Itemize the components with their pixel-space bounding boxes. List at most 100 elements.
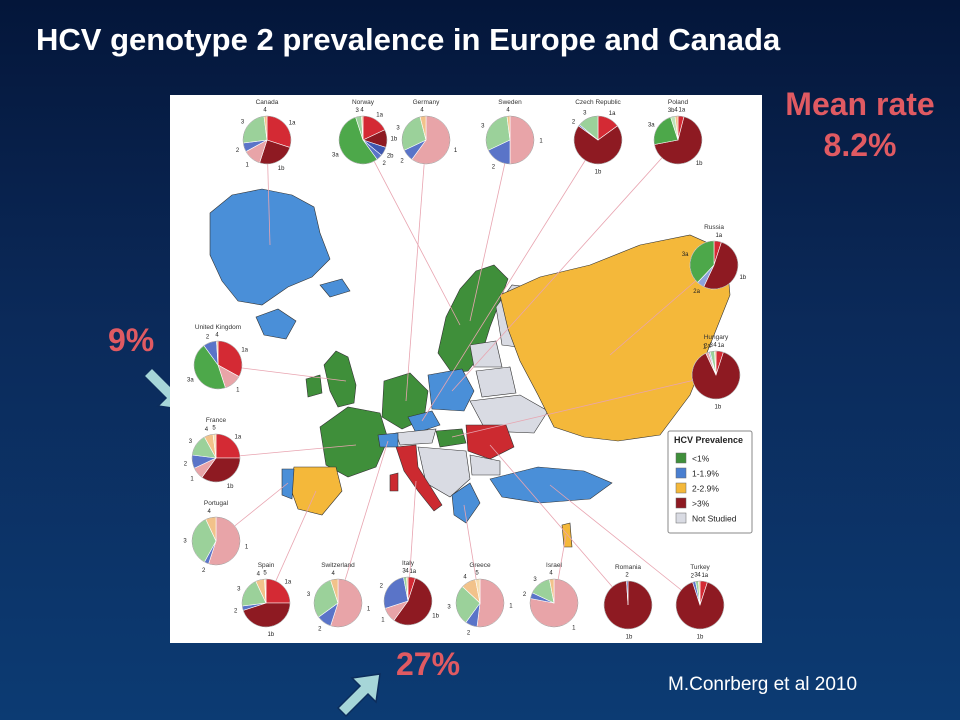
pie-genotype-label: 4 [405,569,409,575]
pie-genotype-label: 1b [432,614,439,620]
pie-slice-sweden-1 [509,115,535,165]
pie-genotype-label: 4 [263,108,267,114]
pie-label-czech-republic: Czech Republic [575,99,621,106]
region-hungary [435,428,467,448]
pie-label-italy: Italy [402,560,415,567]
pie-genotype-label: 2 [318,627,322,633]
region-italy [395,444,443,512]
pie-outline-united-kingdom [193,340,243,390]
pie-genotype-label: 1b [278,166,285,172]
pie-genotype-label: 5 [475,571,479,577]
pie-genotype-label: 1 [454,148,458,154]
pie-genotype-label: 2 [400,158,404,164]
pie-genotype-label: 3 [183,539,187,545]
pie-genotype-label: 5 [263,571,267,577]
region-austria [395,428,437,446]
region-canada [209,188,331,306]
pie-genotype-label: 1a [241,348,248,354]
pie-label-hungary: Hungary [704,334,729,341]
legend-frame [667,430,753,534]
pie-genotype-label: 3 [694,573,698,579]
pie-genotype-label: 3a [187,378,194,384]
region-iceland [319,278,351,298]
pie-outline-germany [401,115,451,165]
pie-outline-czech-republic [573,115,623,165]
country-shapes [209,188,731,548]
pie-genotype-label: 4 [420,108,424,114]
leader-line-czech-republic [421,139,599,422]
pie-outline-portugal [191,516,241,566]
legend-swatch [675,512,687,524]
pie-genotype-label: 1 [367,606,371,612]
pie-genotype-label: 3 [189,439,193,445]
uk-prevalence-label: 9% [108,322,155,358]
pie-genotype-label: 1 [190,476,194,482]
region-portugal [281,468,295,500]
pie-genotype-label: 4 [208,509,212,515]
pie-genotype-label: 1 [381,618,385,624]
pie-outline-canada [242,115,292,165]
pie-genotype-label: 1a [717,343,724,349]
pie-genotype-label: 3 [710,343,714,349]
pie-genotype-label: 1a [679,108,686,114]
pie-label-russia: Russia [704,224,724,231]
pie-genotype-label: 1 [245,544,249,550]
pie-outline-norway [338,115,388,165]
region-baltics [469,340,503,368]
slide-title: HCV genotype 2 prevalence in Europe and … [36,22,781,57]
pie-genotype-label: 1a [285,580,292,586]
pie-genotype-label: 2 [523,592,527,598]
legend-label: >3% [692,499,710,509]
leader-line-poland [451,139,679,392]
pie-genotype-label: 1b [626,635,633,641]
pie-genotype-label: 2 [202,568,206,574]
citation: M.Conrberg et al 2010 [668,674,858,695]
pie-label-portugal: Portugal [204,500,229,507]
legend: HCV Prevalence <1% 1-1.9% 2-2.9% >3% Not Stu… [667,430,753,534]
italy-prevalence-label: 27% [396,646,461,682]
region-uk [323,350,357,408]
legend-swatch [675,497,687,509]
pie-outline-switzerland [313,578,363,628]
pie-genotype-label: 1 [509,603,513,609]
leader-line-norway [362,139,461,326]
pie-genotype-label: 2 [206,334,210,340]
pie-genotype-label: 4 [332,571,336,577]
pie-outline-russia [689,240,739,290]
pie-genotype-label: 1 [703,345,707,351]
mean-rate-value: 8.2% [823,127,897,163]
pie-genotype-label: 1a [609,111,616,117]
pie-label-norway: Norway [352,99,375,106]
pie-outline-romania [603,580,653,630]
pie-genotype-label: 1 [572,625,576,631]
pie-slice-greece-1 [476,578,505,628]
pie-outline-italy [383,576,433,626]
pie-genotype-label: 1a [235,435,242,441]
pie-genotype-label: 4 [506,108,510,114]
pie-genotype-label: 1b [267,632,274,638]
pie-genotype-label: 3 [583,111,587,117]
region-switzerland [377,432,399,448]
pie-label-switzerland: Switzerland [321,562,355,569]
region-romania [465,424,515,460]
pie-genotype-label: 1b [739,275,746,281]
pie-label-israel: Israel [546,562,562,569]
legend-label: 1-1.9% [692,469,719,479]
leader-line-hungary [451,374,717,438]
pie-genotype-label: 3 [533,577,537,583]
pie-genotype-label: 3 [356,108,360,114]
legend-swatch [675,452,687,464]
pie-outline-greece [455,578,505,628]
pie-genotype-label: 3 [402,569,406,575]
pie-genotype-label: 3 [237,587,241,593]
pie-genotype-label: 4 [697,573,701,579]
pie-genotype-label: 2 [234,608,238,614]
pie-genotype-label: 2 [383,161,387,167]
pie-genotype-label: 2 [236,148,240,154]
pie-genotype-label: 1 [246,162,250,168]
legend-items: <1% 1-1.9% 2-2.9% >3% Not Studied [675,452,737,524]
pie-genotype-label: 2a [704,344,711,350]
leader-line-germany [405,139,427,402]
